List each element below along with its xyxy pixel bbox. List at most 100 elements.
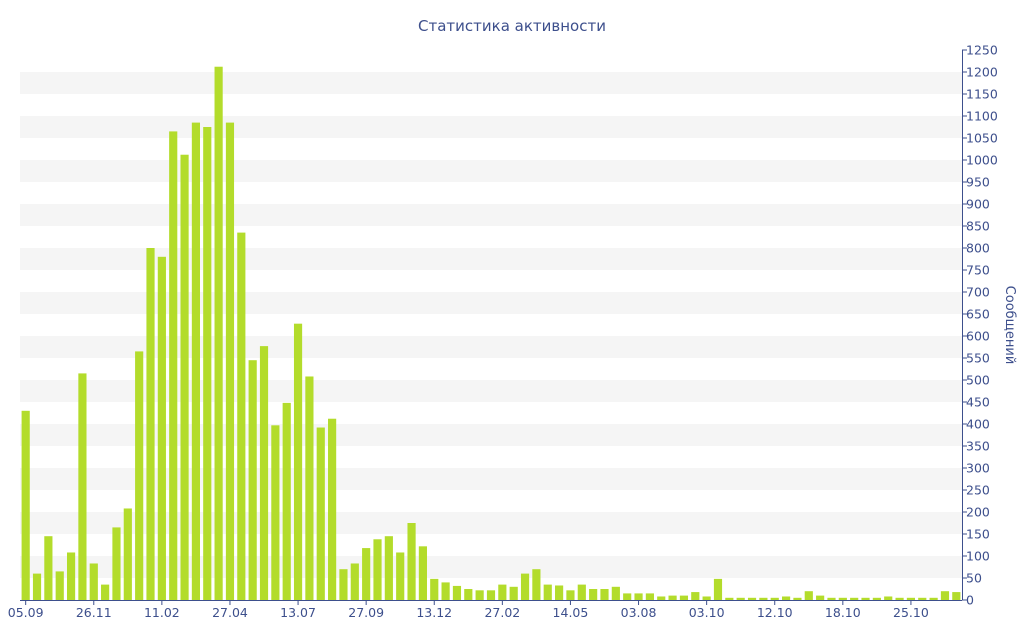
y-tick-label: 1100 — [966, 109, 998, 124]
y-tick-label: 350 — [966, 439, 990, 454]
bar — [657, 596, 666, 600]
grid-band — [20, 204, 962, 226]
x-tick-label: 03.08 — [621, 605, 657, 620]
bar — [282, 402, 291, 600]
bar — [135, 351, 144, 600]
x-tick-label: 27.04 — [212, 605, 248, 620]
y-tick-label: 300 — [966, 461, 990, 476]
bar — [804, 591, 813, 600]
bar — [600, 589, 609, 600]
bar — [940, 591, 950, 600]
bar — [634, 593, 643, 600]
bar — [691, 592, 700, 600]
bar — [838, 597, 847, 600]
bar — [475, 590, 484, 600]
y-tick-label: 250 — [966, 483, 990, 498]
bar — [293, 323, 303, 600]
bar — [271, 425, 280, 600]
bar — [78, 373, 87, 600]
bar — [452, 585, 462, 600]
y-tick-label: 1050 — [966, 131, 998, 146]
bar — [759, 597, 768, 600]
bar — [532, 569, 541, 600]
bar — [543, 584, 552, 600]
y-tick-label: 1200 — [966, 65, 998, 80]
bar — [520, 573, 530, 600]
y-tick-label: 50 — [966, 571, 982, 586]
bar — [203, 127, 212, 600]
y-tick-label: 550 — [966, 351, 990, 366]
x-tick-label: 11.02 — [144, 605, 180, 620]
axes-group — [20, 50, 963, 601]
x-tick-label: 27.09 — [348, 605, 384, 620]
bar — [747, 597, 757, 600]
bar — [645, 593, 654, 600]
grid-band — [20, 336, 962, 358]
bar — [44, 536, 53, 600]
y-tick-label: 1250 — [966, 43, 998, 58]
bar — [952, 592, 961, 600]
bar — [384, 536, 393, 600]
bar — [816, 595, 825, 600]
x-tick-label: 14.05 — [553, 605, 589, 620]
bar — [850, 597, 859, 600]
bar — [146, 248, 155, 600]
bar — [566, 590, 575, 600]
x-tick-label: 05.09 — [8, 605, 44, 620]
bar — [430, 578, 439, 600]
y-tick-label: 650 — [966, 307, 990, 322]
bar — [713, 578, 723, 600]
x-tick-label: 13.07 — [280, 605, 316, 620]
x-tick-label: 27.02 — [484, 605, 520, 620]
y-tick-label: 0 — [966, 593, 974, 608]
bar — [679, 595, 689, 600]
x-tick-label: 03.10 — [689, 605, 725, 620]
y-tick-label: 150 — [966, 527, 990, 542]
bar — [373, 539, 382, 600]
bar — [214, 66, 223, 601]
y-tick-label: 200 — [966, 505, 990, 520]
y-tick-label: 500 — [966, 373, 990, 388]
y-tick-label: 750 — [966, 263, 990, 278]
bar — [350, 563, 359, 600]
bar — [736, 597, 745, 600]
bar — [906, 597, 916, 600]
y-tick-labels: 0 50 100 150 200 250 300 350 400 450 500 550 600 650 7… — [962, 43, 998, 608]
bar — [441, 582, 450, 600]
bar — [668, 595, 677, 600]
y-tick-label: 700 — [966, 285, 990, 300]
bar — [259, 346, 269, 600]
bar — [555, 585, 564, 600]
bar — [66, 552, 76, 600]
bar — [362, 548, 371, 600]
bar — [55, 571, 64, 600]
bar — [305, 376, 314, 600]
bar — [498, 584, 507, 600]
bar — [464, 589, 473, 600]
y-tick-label: 800 — [966, 241, 990, 256]
bar — [169, 131, 178, 600]
bar — [782, 596, 791, 600]
bar — [929, 597, 938, 600]
bar — [123, 508, 132, 600]
bar — [316, 427, 325, 600]
bar — [396, 552, 405, 600]
grid-band — [20, 160, 962, 182]
grid-band — [20, 116, 962, 138]
bar — [101, 584, 110, 600]
bar — [725, 597, 734, 600]
grid-band — [20, 248, 962, 270]
x-tick-label: 13.12 — [416, 605, 452, 620]
bar — [418, 546, 427, 600]
y-tick-label: 1150 — [966, 87, 998, 102]
bar — [112, 527, 121, 600]
x-tick-label: 18.10 — [825, 605, 861, 620]
bar — [180, 154, 189, 600]
grid-band — [20, 292, 962, 314]
bar — [89, 563, 98, 600]
bar — [918, 597, 927, 600]
bar — [589, 589, 598, 600]
bar — [577, 584, 586, 600]
